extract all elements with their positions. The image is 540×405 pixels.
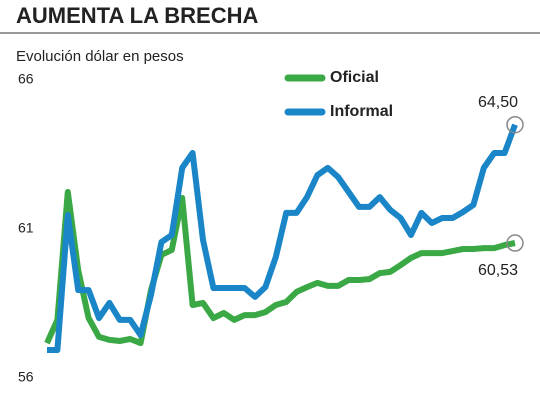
y-tick-label: 61 bbox=[18, 220, 34, 236]
data-label: 60,53 bbox=[478, 262, 518, 279]
series-line bbox=[44, 189, 516, 347]
chart-subtitle: Evolución dólar en pesos bbox=[16, 48, 184, 65]
legend-label: Informal bbox=[330, 103, 393, 120]
series-line bbox=[47, 123, 518, 353]
y-tick-label: 66 bbox=[18, 71, 34, 87]
end-marker bbox=[506, 234, 524, 252]
data-label: 64,50 bbox=[478, 94, 518, 111]
end-marker bbox=[506, 115, 524, 134]
legend-label: Oficial bbox=[330, 69, 379, 86]
y-tick-label: 56 bbox=[18, 369, 34, 385]
chart-title: AUMENTA LA BRECHA bbox=[16, 3, 258, 28]
